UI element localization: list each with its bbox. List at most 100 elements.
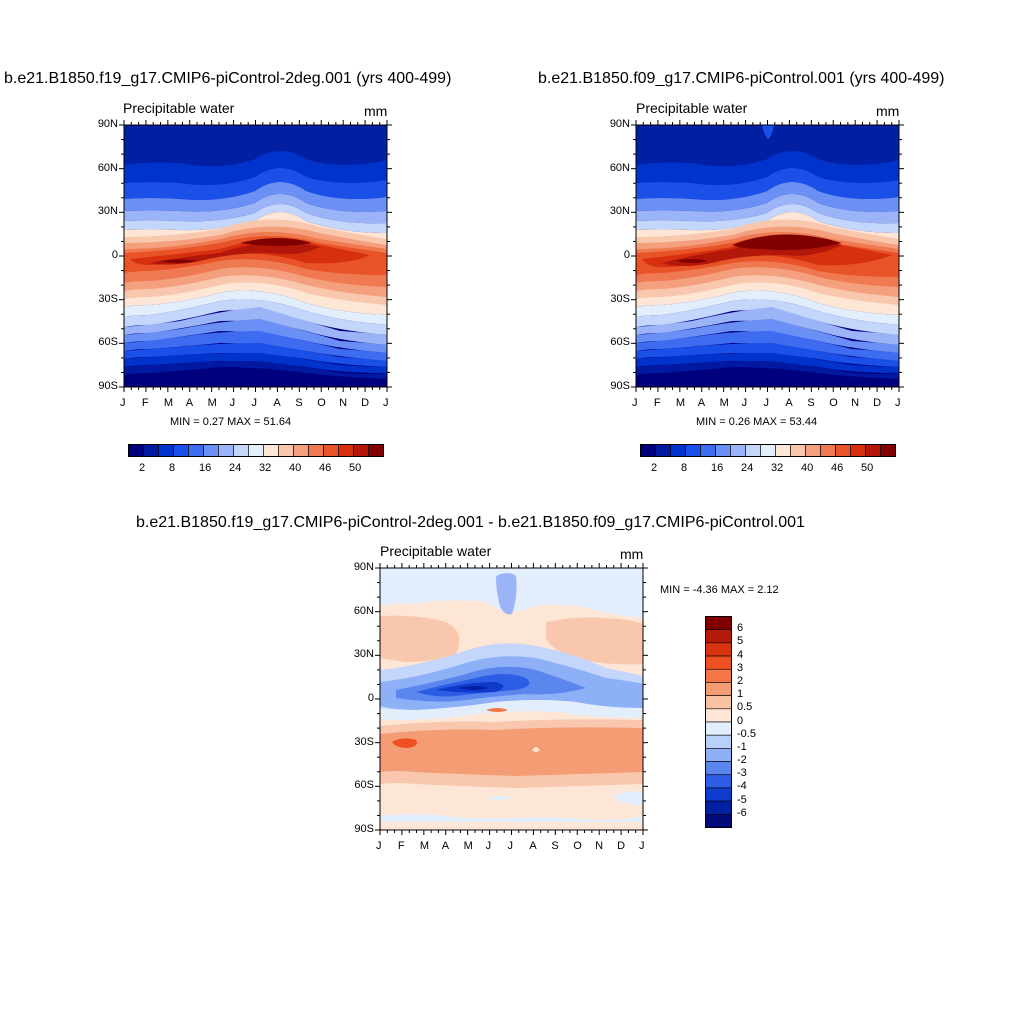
colorbar-swatch [293, 444, 309, 457]
colorbar-label: 24 [741, 462, 754, 474]
panel2-ticks [631, 120, 904, 392]
colorbar-swatch [308, 444, 324, 457]
y-tick-label: 60N [353, 604, 374, 617]
colorbar-label: -3 [737, 767, 747, 780]
colorbar-swatch [865, 444, 881, 457]
y-tick-label: 90S [98, 380, 118, 392]
y-tick-label: 90S [610, 380, 630, 392]
x-tick-label: N [595, 840, 604, 852]
x-tick-label: D [617, 840, 626, 852]
panel2-subtitle: Precipitable water [636, 100, 748, 116]
colorbar-swatch [730, 444, 746, 457]
panel3-plot [375, 563, 648, 835]
x-tick-label: J [763, 397, 770, 409]
x-tick-label: M [719, 397, 729, 409]
y-tick-label: 30N [609, 205, 630, 218]
panel3-colorbar [705, 616, 732, 828]
colorbar-swatch [705, 629, 732, 644]
colorbar-swatch [705, 774, 732, 789]
x-tick-label: N [851, 397, 860, 409]
colorbar-swatch [353, 444, 369, 457]
y-tick-label: 30S [610, 292, 630, 305]
panel2-colorbar [640, 444, 896, 457]
y-tick-label: 30S [98, 292, 118, 305]
colorbar-swatch [850, 444, 866, 457]
y-tick-label: 30N [97, 205, 118, 218]
y-tick-label: 30N [353, 648, 374, 661]
colorbar-swatch [705, 787, 732, 802]
colorbar-swatch [670, 444, 686, 457]
colorbar-swatch [790, 444, 806, 457]
x-tick-label: J [741, 397, 748, 409]
colorbar-label: -6 [737, 806, 747, 819]
colorbar-swatch [705, 734, 732, 749]
panel2-colorbar-swatches [640, 444, 896, 457]
x-tick-label: O [829, 397, 838, 409]
panel1-units: mm [364, 103, 388, 119]
panel1-subtitle: Precipitable water [123, 100, 235, 116]
panel1-title: b.e21.B1850.f19_g17.CMIP6-piControl-2deg… [4, 70, 452, 87]
x-tick-label: A [697, 397, 706, 409]
colorbar-label: 46 [831, 462, 844, 474]
colorbar-label: 6 [737, 622, 744, 635]
panel3-subtitle: Precipitable water [380, 543, 492, 559]
colorbar-label: 32 [259, 462, 272, 474]
colorbar-swatch [248, 444, 264, 457]
x-tick-label: M [675, 397, 685, 409]
y-tick-label: 60N [609, 161, 630, 174]
y-tick-label: 60S [98, 336, 118, 349]
x-tick-label: A [785, 397, 793, 409]
colorbar-label: 2 [139, 462, 146, 474]
colorbar-swatch [188, 444, 204, 457]
y-tick-label: 90N [353, 561, 374, 573]
x-tick-label: J [895, 397, 901, 409]
colorbar-swatch [705, 708, 732, 723]
colorbar-swatch [640, 444, 656, 457]
y-tick-label: 60S [610, 336, 630, 349]
colorbar-swatch [835, 444, 851, 457]
colorbar-label: 0 [737, 714, 744, 727]
colorbar-swatch [705, 655, 732, 670]
x-tick-label: M [163, 397, 173, 409]
y-tick-label: 60S [354, 779, 374, 792]
colorbar-swatch [685, 444, 701, 457]
y-tick-label: 0 [111, 249, 118, 261]
x-tick-label: J [632, 397, 638, 409]
x-tick-label: D [361, 397, 370, 409]
y-tick-label: 30S [354, 735, 374, 748]
x-tick-label: O [317, 397, 326, 409]
x-tick-label: J [383, 397, 389, 409]
y-tick-label: 0 [623, 249, 630, 261]
colorbar-label: -5 [737, 793, 747, 806]
x-tick-label: O [573, 840, 582, 852]
x-tick-label: A [273, 397, 281, 409]
colorbar-swatch [218, 444, 234, 457]
panel2-units: mm [876, 103, 900, 119]
colorbar-label: 40 [801, 462, 814, 474]
colorbar-swatch [705, 616, 732, 630]
x-tick-label: J [507, 840, 514, 852]
x-tick-label: N [339, 397, 348, 409]
colorbar-swatch [705, 814, 732, 828]
colorbar-swatch [368, 444, 384, 457]
panel2-plot [631, 120, 904, 392]
x-tick-label: J [229, 397, 236, 409]
y-tick-label: 0 [367, 692, 374, 704]
colorbar-swatch [760, 444, 776, 457]
colorbar-swatch [705, 695, 732, 710]
colorbar-label: 50 [861, 462, 874, 474]
colorbar-label: 3 [737, 661, 744, 674]
colorbar-swatch [233, 444, 249, 457]
panel3-minmax: MIN = -4.36 MAX = 2.12 [660, 584, 779, 596]
colorbar-swatch [128, 444, 144, 457]
colorbar-swatch [338, 444, 354, 457]
panel1-plot [119, 120, 392, 392]
colorbar-swatch [705, 721, 732, 736]
colorbar-swatch [705, 761, 732, 776]
colorbar-label: 24 [229, 462, 242, 474]
colorbar-label: 5 [737, 635, 744, 648]
x-tick-label: F [397, 840, 405, 852]
colorbar-swatch [203, 444, 219, 457]
panel3-contours [380, 568, 643, 830]
colorbar-label: 8 [169, 462, 176, 474]
